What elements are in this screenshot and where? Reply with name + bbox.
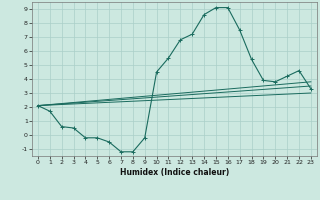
X-axis label: Humidex (Indice chaleur): Humidex (Indice chaleur) xyxy=(120,168,229,177)
